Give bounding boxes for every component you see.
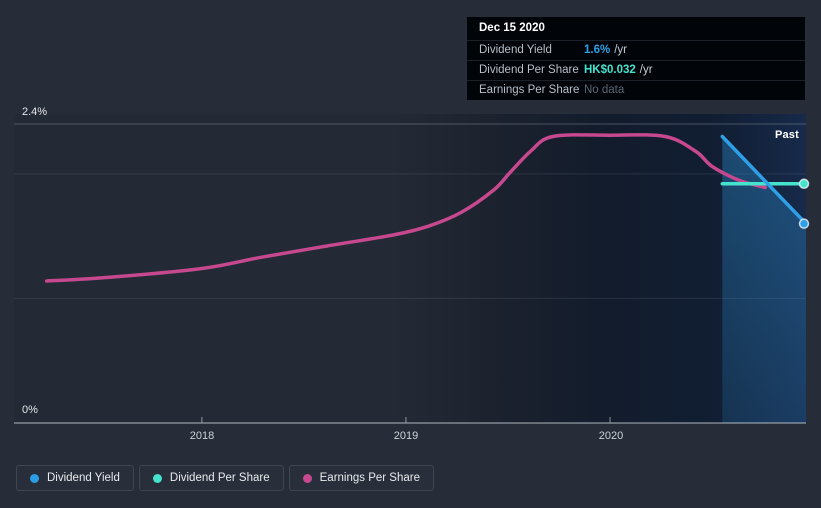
tooltip-value-suffix: /yr bbox=[639, 64, 653, 76]
y-axis-max-label: 2.4% bbox=[22, 106, 48, 118]
end-dot-dividend-per-share bbox=[798, 178, 810, 190]
tooltip-value: 1.6% bbox=[584, 44, 611, 56]
plot-background bbox=[14, 114, 806, 423]
area-dividend-yield bbox=[722, 136, 806, 423]
tooltip-label: Earnings Per Share bbox=[479, 84, 580, 96]
tooltip-value-suffix: /yr bbox=[614, 44, 627, 56]
past-period-label: Past bbox=[774, 129, 799, 141]
line-earnings-per-share bbox=[44, 133, 767, 283]
tooltip-label: Dividend Per Share bbox=[479, 64, 579, 76]
legend-toggle-dividend-yield[interactable]: Dividend Yield bbox=[16, 465, 134, 491]
legend-dot-icon bbox=[302, 473, 312, 483]
legend-dot-icon bbox=[30, 473, 39, 483]
legend-toggle-earnings-per-share[interactable]: Earnings Per Share bbox=[288, 465, 434, 491]
tooltip-value: No data bbox=[584, 84, 625, 96]
tooltip-date: Dec 15 2020 bbox=[479, 22, 545, 34]
tooltip-value: HK$0.032 bbox=[584, 64, 636, 76]
legend-toggle-dividend-per-share[interactable]: Dividend Per Share bbox=[138, 465, 284, 491]
tooltip-row-earnings-per-share: Earnings Per Share No data bbox=[467, 80, 805, 100]
line-dividend-yield bbox=[720, 134, 808, 226]
chart-tooltip: Dec 15 2020 Dividend Yield 1.6% /yr Divi… bbox=[466, 16, 806, 101]
legend: Dividend Yield Dividend Per Share Earnin… bbox=[16, 465, 434, 491]
legend-dot-icon bbox=[152, 473, 162, 483]
tooltip-row-dividend-per-share: Dividend Per Share HK$0.032 /yr bbox=[467, 60, 805, 80]
legend-label: Earnings Per Share bbox=[319, 472, 420, 484]
x-tick-label-2018: 2018 bbox=[189, 430, 215, 442]
legend-label: Dividend Yield bbox=[47, 472, 120, 484]
tooltip-label: Dividend Yield bbox=[479, 44, 552, 56]
x-tick-label-2020: 2020 bbox=[598, 430, 624, 442]
y-axis-zero-label: 0% bbox=[22, 404, 38, 416]
x-tick-label-2019: 2019 bbox=[393, 430, 419, 442]
legend-label: Dividend Per Share bbox=[169, 472, 270, 484]
end-dot-dividend-yield bbox=[798, 218, 810, 229]
tooltip-row-dividend-yield: Dividend Yield 1.6% /yr bbox=[467, 40, 805, 60]
